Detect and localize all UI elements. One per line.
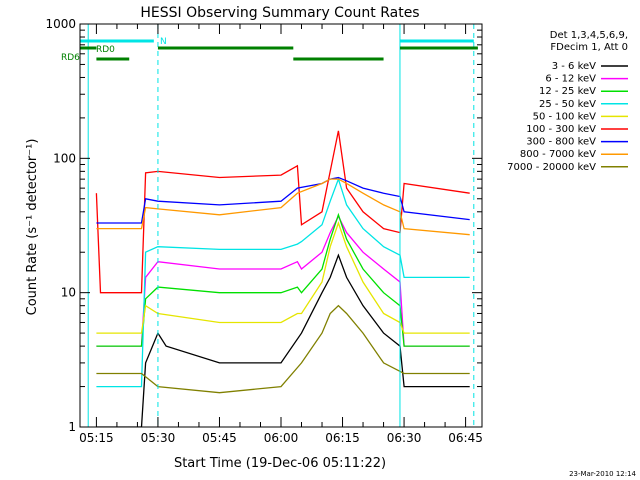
- chart-title: HESSI Observing Summary Count Rates: [140, 5, 419, 21]
- legend-entry-label: 6 - 12 keV: [545, 74, 596, 85]
- x-axis-label: Start Time (19-Dec-06 05:11:22): [174, 456, 386, 471]
- y-tick-label: 10: [61, 286, 76, 300]
- annotations: N RD0 RD6: [61, 24, 478, 427]
- x-tick-label: 05:45: [202, 431, 237, 445]
- legend-entry-label: 50 - 100 keV: [533, 111, 597, 122]
- series-line-3: [96, 177, 470, 388]
- series-line-4: [96, 221, 470, 334]
- x-tick-label: 05:15: [79, 431, 114, 445]
- rd0-label: RD0: [96, 45, 115, 55]
- y-tick-label: 1: [68, 420, 76, 434]
- x-tick-label: 06:45: [448, 431, 483, 445]
- y-axis: 1 10 100 1000: [45, 17, 482, 434]
- rd6-label: RD6: [61, 53, 80, 63]
- plot-area: N RD0 RD6 1 10 100 1000 05:15 05:30 05:45 06:00 06:…: [45, 17, 482, 445]
- series-line-5: [95, 130, 470, 294]
- legend-header-line: Det 1,3,4,5,6,9,: [550, 30, 628, 41]
- series-line-2: [96, 212, 470, 347]
- x-tick-label: 06:30: [387, 431, 422, 445]
- x-tick-label: 06:15: [325, 431, 360, 445]
- plot-frame: [79, 23, 483, 428]
- footer-timestamp: 23-Mar-2010 12:14: [569, 470, 636, 478]
- x-tick-label: 05:30: [141, 431, 176, 445]
- legend-entry-label: 300 - 800 keV: [526, 137, 596, 148]
- series-line-0: [96, 253, 470, 427]
- x-axis: 05:15 05:30 05:45 06:00 06:15 06:30 06:45: [79, 24, 483, 445]
- y-axis-label: Count Rate (s⁻¹ detector⁻¹): [25, 139, 40, 316]
- legend-entry-label: 7000 - 20000 keV: [507, 162, 596, 173]
- legend-entry-label: 25 - 50 keV: [539, 99, 596, 110]
- series-line-7: [96, 178, 470, 236]
- y-tick-label: 100: [53, 151, 76, 165]
- x-tick-label: 06:00: [264, 431, 299, 445]
- legend-header-line: FDecim 1, Att 0: [550, 42, 628, 53]
- series-line-8: [96, 304, 470, 394]
- cyan-bar-label: N: [160, 37, 167, 47]
- legend-entry-label: 100 - 300 keV: [526, 124, 596, 135]
- y-tick-label: 1000: [45, 17, 76, 31]
- legend: Det 1,3,4,5,6,9,FDecim 1, Att 0 3 - 6 keV…: [507, 30, 628, 173]
- legend-entry-label: 3 - 6 keV: [552, 61, 596, 72]
- series-line-1: [96, 214, 470, 347]
- legend-entry-label: 12 - 25 keV: [539, 86, 596, 97]
- series-group: [95, 130, 470, 427]
- legend-entry-label: 800 - 7000 keV: [520, 149, 596, 160]
